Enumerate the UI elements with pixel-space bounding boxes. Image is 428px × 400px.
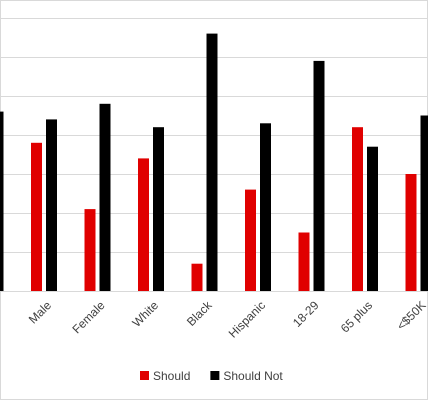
bar: [352, 127, 363, 291]
bar: [84, 209, 96, 291]
bar: [260, 123, 271, 291]
bar: [99, 103, 111, 291]
bar: [420, 115, 428, 291]
bar: [0, 111, 4, 291]
bar: [298, 232, 310, 291]
legend-label: Should Not: [223, 369, 283, 383]
bar: [191, 263, 203, 291]
x-tick-label: Hispanic: [226, 298, 268, 340]
x-tick-label: Black: [184, 298, 215, 329]
bar: [245, 189, 256, 291]
bar: [405, 174, 417, 291]
x-tick-label: 65 plus: [338, 298, 375, 335]
legend-swatch: [210, 371, 220, 380]
bar: [206, 33, 218, 291]
bar: [313, 60, 325, 292]
x-tick-label: Male: [26, 298, 55, 327]
legend-swatch: [140, 371, 149, 380]
x-tick-label: 18-29: [290, 298, 322, 330]
x-tick-label: <$50K: [394, 298, 428, 333]
bar: [138, 158, 149, 291]
bar: [367, 146, 378, 291]
legend-label: Should: [153, 369, 190, 383]
bar: [46, 119, 57, 292]
bar: [31, 142, 42, 291]
x-tick-label: White: [130, 298, 162, 330]
bar: [153, 127, 164, 291]
x-tick-label: Female: [69, 298, 107, 336]
